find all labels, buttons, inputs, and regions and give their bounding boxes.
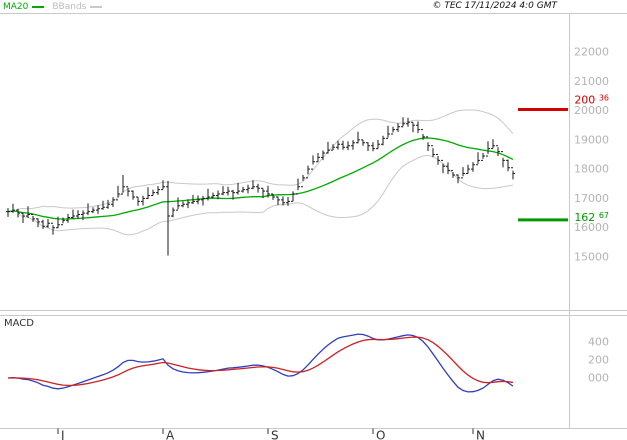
macd-panel-title: MACD xyxy=(4,318,34,329)
resistance-level-label: 200 36 xyxy=(574,94,609,107)
month-label: O xyxy=(376,429,385,440)
price-axis-label: 20000 xyxy=(574,104,609,117)
macd-plot-layer xyxy=(7,333,514,393)
price-axis-label: 15000 xyxy=(574,251,609,264)
bollinger-upper-line xyxy=(17,109,514,210)
legend: MA20 BBands xyxy=(3,1,110,13)
bbands-legend-label: BBands xyxy=(52,2,87,12)
price-axis-label: 18000 xyxy=(574,163,609,176)
macd-signal-line xyxy=(7,336,514,387)
support-level-label: 162 67 xyxy=(574,211,609,224)
month-label: A xyxy=(166,429,175,440)
ma20-legend-label: MA20 xyxy=(3,2,29,12)
price-axis-label: 17000 xyxy=(574,192,609,205)
main-plot-layer xyxy=(6,109,515,256)
bbands-legend-swatch xyxy=(90,6,103,8)
price-axis-label: 19000 xyxy=(574,133,609,146)
price-axis-label: 21000 xyxy=(574,75,609,88)
macd-line xyxy=(7,333,514,393)
ma20-line xyxy=(7,137,514,220)
macd-axis-label: 000 xyxy=(588,372,609,385)
ohlc-bars xyxy=(6,117,515,256)
bollinger-lower-line xyxy=(17,154,514,236)
macd-axis-label: 200 xyxy=(588,354,609,367)
price-axis-label: 22000 xyxy=(574,46,609,59)
month-label: N xyxy=(476,429,485,440)
month-label: J xyxy=(60,429,65,440)
macd-axis-label: 400 xyxy=(588,336,609,349)
copyright-text: © TEC 17/11/2024 4:0 GMT xyxy=(432,1,557,11)
ma20-legend-swatch xyxy=(32,6,45,8)
price-axis-label: 16000 xyxy=(574,221,609,234)
month-label: S xyxy=(271,429,279,440)
